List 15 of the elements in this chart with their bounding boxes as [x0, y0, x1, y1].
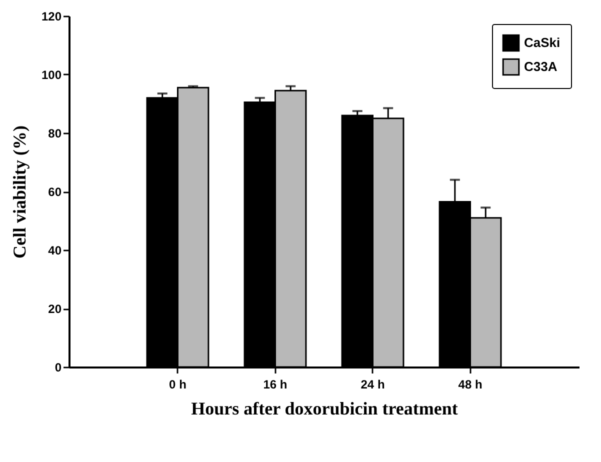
- y-tick-label: 100: [41, 68, 62, 82]
- y-tick-label: 120: [41, 10, 62, 24]
- y-tick-label: 60: [48, 185, 62, 199]
- y-tick-label: 20: [48, 302, 62, 316]
- x-tick-label: 0 h: [169, 378, 186, 392]
- y-tick-label: 0: [54, 360, 62, 374]
- legend-label: CaSki: [524, 35, 560, 50]
- x-tick-label: 48 h: [458, 378, 482, 392]
- y-axis-title: Cell viability (%): [9, 126, 30, 258]
- x-axis-title: Hours after doxorubicin treatment: [191, 398, 458, 418]
- x-tick-label: 16 h: [263, 378, 288, 392]
- y-tick-label: 80: [48, 126, 62, 140]
- legend-label: C33A: [524, 59, 558, 74]
- x-tick-label: 24 h: [360, 378, 385, 392]
- y-tick-label: 40: [48, 244, 62, 258]
